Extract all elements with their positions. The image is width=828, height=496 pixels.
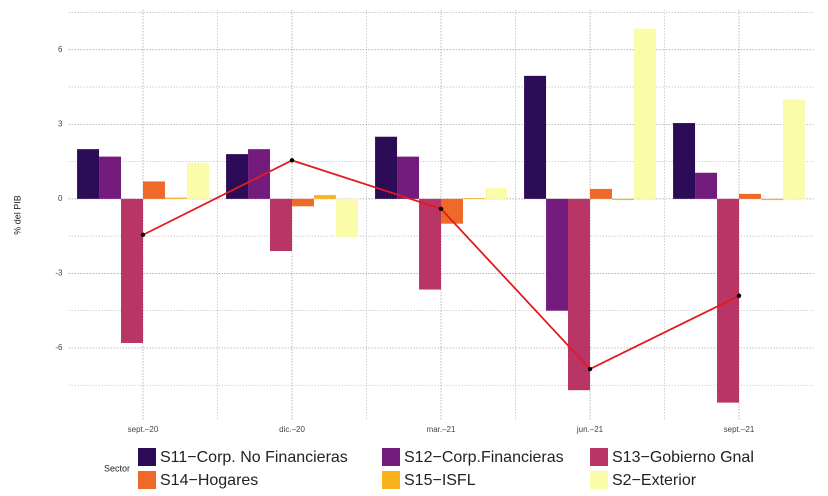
bar xyxy=(397,156,420,199)
bar xyxy=(226,154,249,199)
legend-label: S12−Corp.Financieras xyxy=(404,449,564,466)
x-tick-label: mar.–21 xyxy=(427,425,456,434)
line-point xyxy=(289,158,295,163)
bar xyxy=(375,136,398,199)
legend-label: S15−ISFL xyxy=(404,472,476,489)
bar xyxy=(313,195,336,199)
bar xyxy=(782,99,805,199)
x-tick-label: sept.–20 xyxy=(128,425,159,434)
bar xyxy=(673,123,696,199)
bar xyxy=(77,149,100,199)
bar xyxy=(441,198,463,224)
bar xyxy=(546,198,569,311)
y-tick-label: 0 xyxy=(58,194,63,203)
bar xyxy=(633,28,656,199)
line-point xyxy=(736,293,742,298)
y-tick-label: 6 xyxy=(58,45,63,54)
y-axis-label: % del PIB xyxy=(12,195,22,235)
legend-label: S11−Corp. No Financieras xyxy=(160,449,348,466)
bar xyxy=(248,149,271,199)
bar xyxy=(484,187,507,199)
y-tick-label: 3 xyxy=(58,119,63,128)
bar xyxy=(462,198,485,199)
bar xyxy=(121,198,143,343)
bar xyxy=(760,198,783,201)
line-point xyxy=(140,232,146,238)
line-point xyxy=(587,366,593,372)
legend-label: S2−Exterior xyxy=(612,472,697,489)
legend-swatch xyxy=(382,471,400,489)
legend-label: S13−Gobierno Gnal xyxy=(612,449,754,466)
bar xyxy=(419,198,441,290)
bar xyxy=(524,75,547,199)
bar xyxy=(186,162,209,199)
bar xyxy=(335,198,358,238)
line-point xyxy=(438,206,444,211)
bar xyxy=(292,198,314,207)
bar xyxy=(568,198,590,391)
bar xyxy=(164,197,187,199)
bar xyxy=(695,172,718,199)
x-tick-label: sept.–21 xyxy=(724,425,755,434)
legend-title: Sector xyxy=(104,463,130,473)
bar xyxy=(739,193,761,199)
legend-swatch xyxy=(138,471,156,489)
bar xyxy=(270,198,292,252)
legend-swatch xyxy=(590,448,608,466)
y-tick-label: -3 xyxy=(55,269,63,278)
legend-label: S14−Hogares xyxy=(160,472,258,489)
legend-swatch xyxy=(590,471,608,489)
legend-swatch xyxy=(138,448,156,466)
legend-swatch xyxy=(382,448,400,466)
bar xyxy=(143,181,165,199)
x-tick-label: dic.–20 xyxy=(279,425,305,434)
bar xyxy=(590,188,612,199)
y-tick-label: -6 xyxy=(55,343,63,352)
bar xyxy=(99,156,122,199)
bar xyxy=(611,198,634,201)
x-tick-label: jun.–21 xyxy=(576,425,604,434)
